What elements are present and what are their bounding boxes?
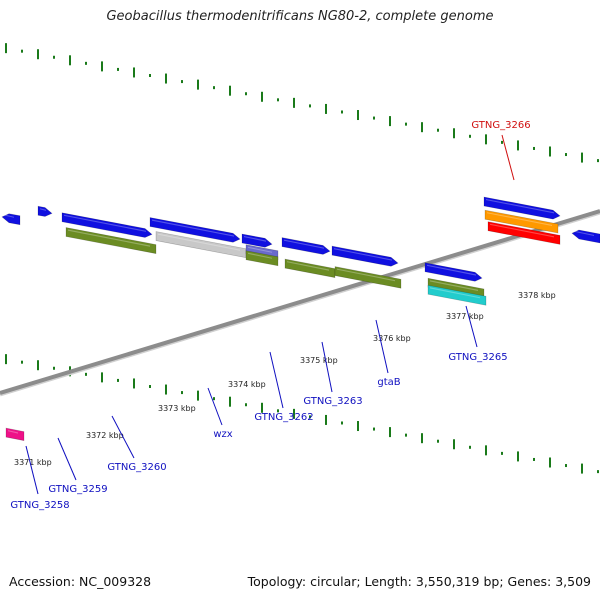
leader-line-gtng-3258 bbox=[25, 445, 39, 495]
cog-gtng-3266-bar bbox=[484, 209, 559, 234]
cog-gtng-3258-bar-gloss bbox=[8, 430, 18, 434]
cog-gtng-3262-bar-gloss bbox=[248, 246, 272, 253]
cog-gtng-3260-bar bbox=[65, 227, 157, 254]
cog-gtng-3262-second-bar-gloss bbox=[248, 252, 272, 259]
cog-gtng-3265-bar-gloss bbox=[430, 280, 478, 291]
gene-gtng-3260-forward bbox=[61, 212, 153, 238]
leader-line-gtng-3266 bbox=[501, 134, 515, 181]
gene-wzx-forward-gloss bbox=[152, 219, 234, 237]
scale-label: 3374 kbp bbox=[228, 380, 266, 389]
gene-gtng-3266-forward-gloss bbox=[486, 199, 554, 214]
gene-label-gtab: gtaB bbox=[377, 377, 400, 388]
gene-gtng-3263-forward bbox=[281, 237, 331, 255]
gene-gtng-3265-forward-gloss bbox=[427, 264, 476, 276]
gene-gtng-3262-forward-gloss bbox=[244, 236, 266, 242]
gene-gtab-forward bbox=[331, 245, 399, 267]
gene-gtng-3265-forward bbox=[424, 262, 483, 282]
backbone-line bbox=[0, 209, 600, 395]
gene-gtng-3262-forward bbox=[241, 233, 273, 248]
leader-line-wzx bbox=[207, 387, 223, 426]
gene-label-gtng-3260: GTNG_3260 bbox=[107, 462, 166, 473]
gene-gtng-3258-forward-gloss bbox=[4, 214, 14, 218]
leader-line-gtng-3265 bbox=[465, 305, 478, 348]
cog-gtng-3266-second-bar-gloss bbox=[490, 223, 554, 238]
cog-gtng-3260-bar-gloss bbox=[68, 229, 150, 247]
cog-wzx-bar-gloss bbox=[158, 233, 240, 251]
gene-label-gtng-3258: GTNG_3258 bbox=[10, 500, 69, 511]
leader-line-gtng-3260 bbox=[111, 415, 135, 459]
scale-label: 3378 kbp bbox=[518, 291, 556, 300]
gene-gtng-3259-forward-gloss bbox=[40, 208, 46, 211]
gene-label-gtng-3266: GTNG_3266 bbox=[471, 120, 530, 131]
cog-gtng-3266-bar-gloss bbox=[487, 212, 552, 226]
gene-label-wzx: wzx bbox=[213, 429, 232, 440]
backbone bbox=[0, 209, 600, 397]
leader-line-gtng-3262 bbox=[269, 351, 284, 409]
leader-line-gtng-3259 bbox=[57, 437, 77, 481]
cog-gtab-bar-gloss bbox=[337, 268, 395, 282]
leader-line-gtng-3263 bbox=[321, 341, 333, 393]
cog-gtng-3265-second-bar bbox=[427, 284, 487, 306]
gene-gtab-forward-gloss bbox=[334, 248, 392, 261]
gene-features bbox=[1, 196, 600, 441]
cog-gtng-3265-second-bar-gloss bbox=[430, 287, 480, 299]
cog-gtng-3263-bar-gloss bbox=[287, 261, 329, 271]
gene-label-gtng-3263: GTNG_3263 bbox=[303, 396, 362, 407]
scale-label: 3371 kbp bbox=[14, 458, 52, 467]
cog-gtng-3262-second-bar bbox=[245, 250, 279, 267]
tick-dots bbox=[5, 43, 599, 474]
cog-gtng-3258-bar bbox=[5, 427, 25, 441]
gene-label-gtng-3262: GTNG_3262 bbox=[254, 412, 313, 423]
scale-label: 3376 kbp bbox=[373, 334, 411, 343]
cog-gtab-bar bbox=[334, 266, 402, 289]
cog-gtng-3266-second-bar bbox=[487, 221, 561, 245]
scale-label: 3373 kbp bbox=[158, 404, 196, 413]
gene-label-gtng-3259: GTNG_3259 bbox=[48, 484, 107, 495]
gene-gtng-3266-forward bbox=[483, 196, 561, 220]
leader-line-gtab bbox=[375, 319, 389, 374]
accession-text: Accession: NC_009328 bbox=[9, 574, 152, 589]
scale-label: 3375 kbp bbox=[300, 356, 338, 365]
genome-summary-text: Topology: circular; Length: 3,550,319 bp… bbox=[247, 574, 591, 589]
gene-gtng-3258-forward bbox=[1, 213, 21, 226]
scale-label: 3377 kbp bbox=[446, 312, 484, 321]
gene-offscreen-forward bbox=[571, 229, 600, 244]
scale-labels: 3371 kbp 3372 kbp 3373 kbp 3374 kbp 3375 kbp… bbox=[14, 291, 556, 467]
gene-label-gtng-3265: GTNG_3265 bbox=[448, 352, 507, 363]
gene-gtng-3260-forward-gloss bbox=[64, 214, 146, 232]
scale-label: 3372 kbp bbox=[86, 431, 124, 440]
gene-offscreen-forward-gloss bbox=[574, 230, 594, 236]
map-title: Geobacillus thermodenitrificans NG80-2, … bbox=[106, 9, 494, 24]
cog-gtng-3263-bar bbox=[284, 258, 336, 278]
gene-gtng-3259-forward bbox=[37, 205, 53, 217]
gene-gtng-3263-forward-gloss bbox=[284, 239, 324, 249]
gene-wzx-forward bbox=[149, 217, 241, 243]
